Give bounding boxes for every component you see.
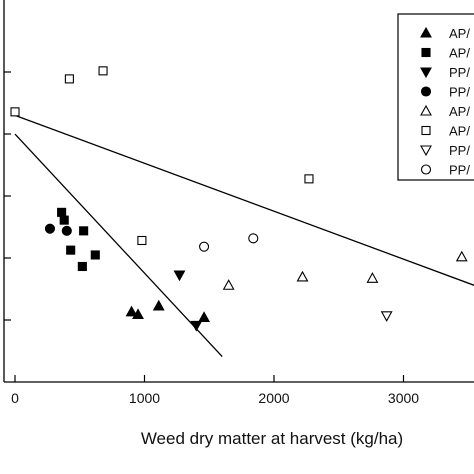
x-axis-title: Weed dry matter at harvest (kg/ha): [141, 429, 403, 448]
data-point-s0-3: [198, 311, 211, 322]
legend-label-6: PP/: [449, 143, 470, 158]
legend-label-0: AP/: [449, 26, 470, 41]
data-point-s4-3: [455, 250, 468, 262]
legend-marker-2: [420, 67, 432, 79]
data-point-s3-0: [44, 223, 56, 234]
regression-line-1: [14, 133, 223, 357]
data-point-s1-3: [79, 226, 89, 236]
legend-marker-3: [420, 86, 432, 97]
data-point-s0-0: [125, 305, 138, 317]
x-tick-label-3: 3000: [388, 390, 419, 406]
legend-marker-5: [421, 125, 431, 136]
data-point-s1-1: [59, 215, 69, 225]
data-point-s0-2: [152, 299, 165, 311]
data-point-s3-1: [61, 225, 72, 236]
legend-label-7: PP/: [449, 163, 470, 178]
data-point-s0-1: [132, 308, 144, 320]
data-point-s5-4: [304, 174, 314, 184]
data-point-s5-2: [98, 66, 108, 76]
data-point-s7-0: [199, 241, 210, 252]
data-point-s1-2: [66, 245, 76, 255]
data-point-s5-3: [137, 235, 147, 246]
data-point-s2-0: [173, 270, 186, 282]
data-point-s5-0: [10, 107, 20, 117]
legend-label-2: PP/: [449, 65, 470, 80]
legend-marker-0: [420, 26, 432, 38]
data-point-s1-4: [77, 261, 87, 272]
legend-label-4: AP/: [449, 104, 470, 119]
x-tick-label-1: 1000: [129, 390, 160, 406]
data-point-s1-0: [57, 207, 67, 217]
legend-label-1: AP/: [449, 46, 470, 61]
data-point-s7-1: [248, 233, 259, 244]
data-point-s2-1: [190, 320, 203, 332]
regression-line-0: [14, 114, 474, 286]
legend-box: [397, 13, 474, 181]
legend-marker-4: [420, 104, 432, 116]
legend-marker-7: [420, 164, 432, 175]
data-point-s6-0: [380, 311, 393, 322]
data-point-s4-1: [296, 270, 309, 282]
x-tick-label-2: 2000: [258, 390, 289, 406]
legend-marker-6: [420, 145, 432, 157]
legend-marker-1: [421, 47, 431, 58]
data-point-s5-1: [64, 74, 74, 84]
x-tick-label-0: 0: [11, 390, 19, 406]
data-point-s4-2: [366, 272, 379, 283]
legend-label-5: AP/: [449, 124, 470, 139]
data-point-s1-5: [90, 250, 100, 260]
data-point-s4-0: [222, 279, 235, 290]
legend-label-3: PP/: [449, 85, 470, 100]
